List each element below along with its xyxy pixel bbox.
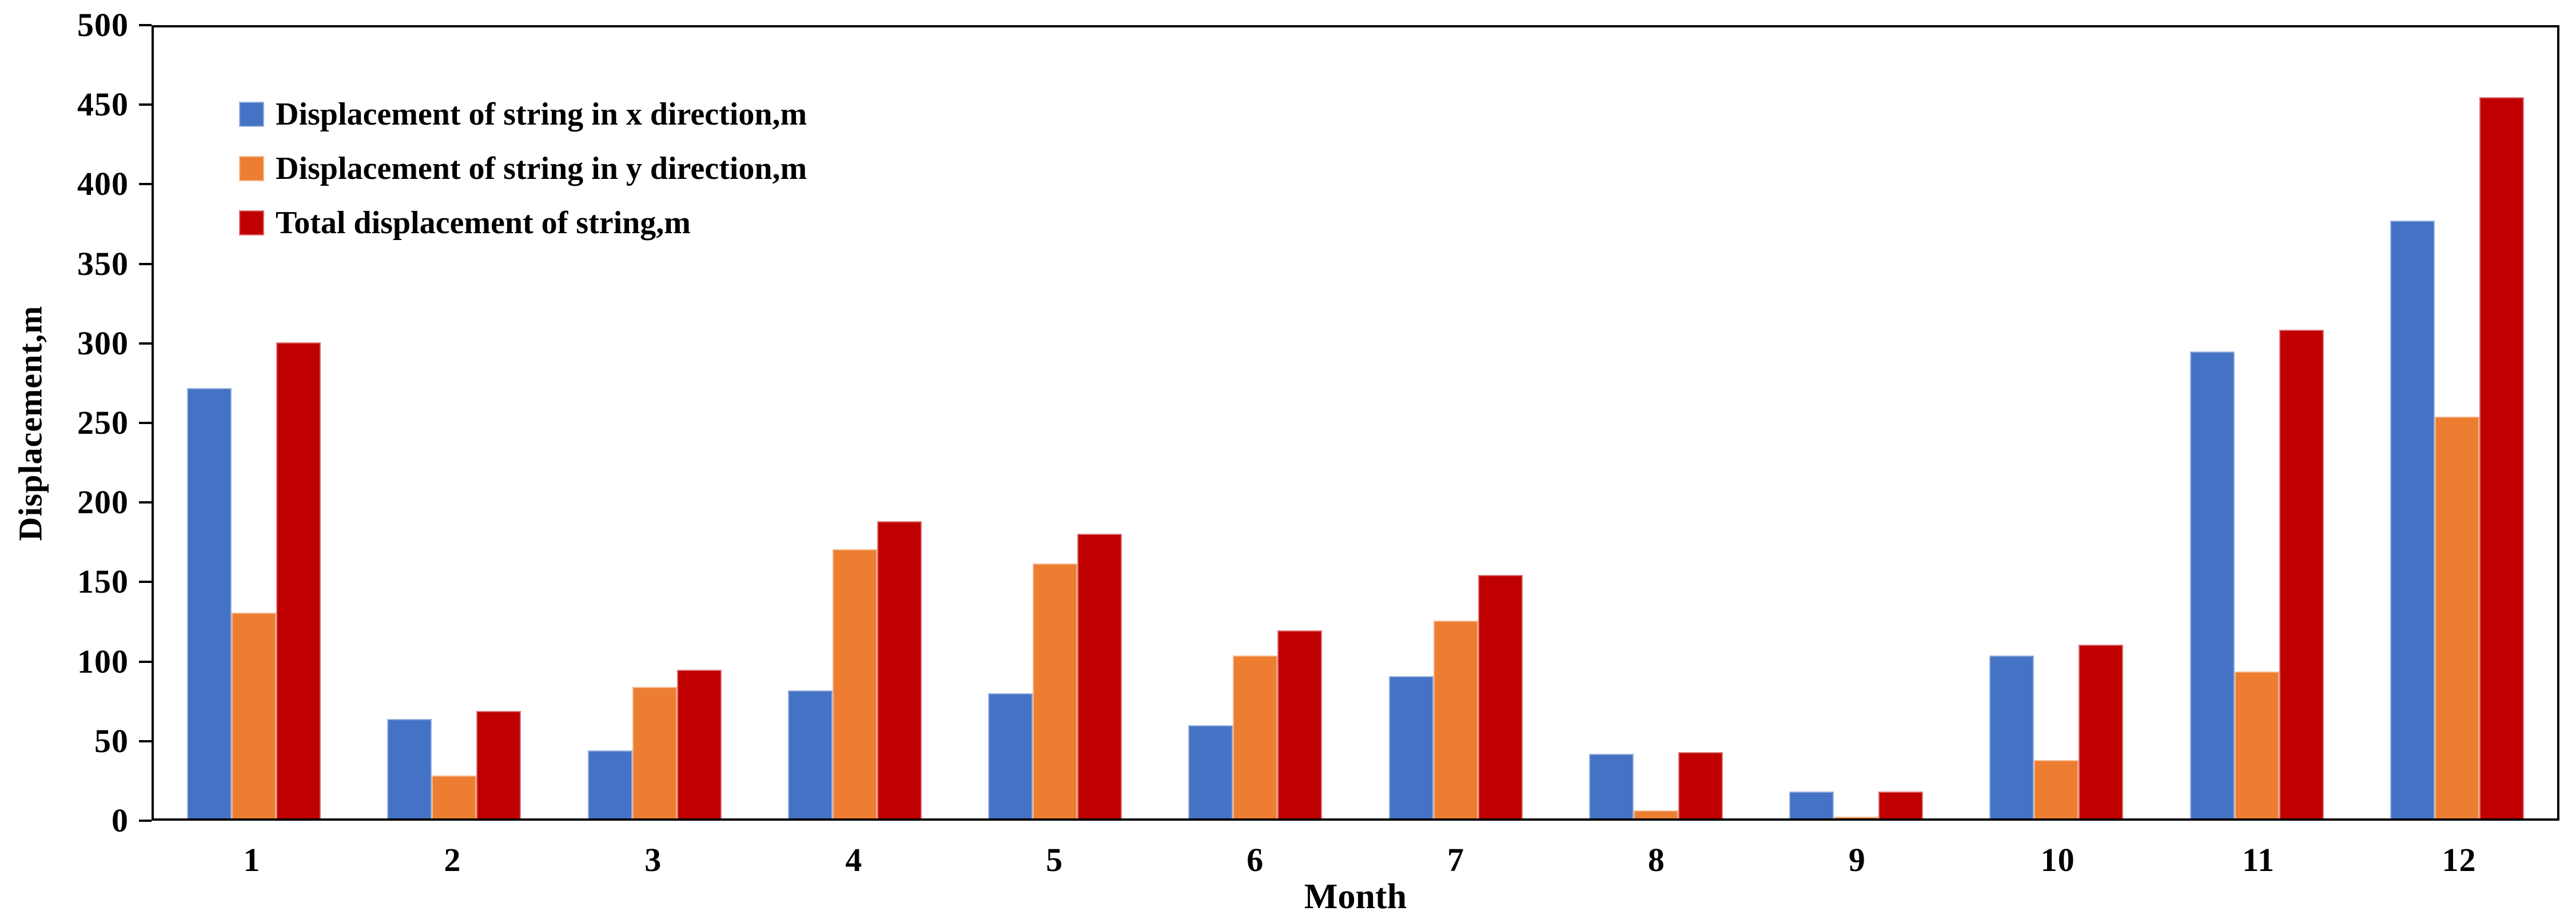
bar-series2-month5	[1033, 564, 1078, 818]
y-tick-label-100: 100	[77, 642, 129, 680]
month-group-7	[1356, 27, 1556, 818]
bar-series1-month9	[1789, 791, 1834, 818]
y-tick-150	[139, 581, 152, 584]
bar-series1-month1	[187, 388, 232, 818]
bar-series1-month8	[1588, 753, 1634, 818]
y-tick-label-0: 0	[112, 802, 129, 839]
x-label-3: 3	[644, 841, 662, 878]
bar-series1-month6	[1188, 725, 1233, 818]
x-axis-labels: 1 2 3 4 5 6 7 8 9 10 11 12	[152, 841, 2559, 879]
month-group-6	[1155, 27, 1355, 818]
bar-series2-month9	[1834, 817, 1879, 818]
bar-series1-month11	[2189, 351, 2235, 818]
month-group-9	[1756, 27, 1956, 818]
y-tick-100	[139, 660, 152, 663]
y-tick-450	[139, 103, 152, 106]
bar-series1-month4	[787, 690, 833, 818]
x-label-2: 2	[444, 841, 461, 878]
bar-series1-month3	[587, 750, 632, 818]
y-tick-label-500: 500	[77, 6, 129, 43]
bar-series2-month8	[1633, 810, 1678, 818]
x-label-11: 11	[2242, 841, 2275, 878]
bar-series1-month7	[1388, 676, 1434, 818]
legend-item-2: Displacement of string in y direction,m	[239, 151, 807, 186]
legend-swatch-icon	[239, 156, 264, 181]
x-axis-title: Month	[1304, 877, 1407, 916]
bar-series3-month8	[1678, 752, 1723, 818]
x-label-5: 5	[1046, 841, 1064, 878]
y-tick-250	[139, 422, 152, 424]
bar-series2-month11	[2234, 671, 2279, 818]
y-tick-label-450: 450	[77, 86, 129, 123]
bar-series2-month4	[832, 549, 877, 818]
y-tick-label-350: 350	[77, 245, 129, 282]
legend-label: Displacement of string in x direction,m	[276, 97, 807, 132]
bar-series1-month10	[1989, 655, 2034, 818]
bar-series3-month12	[2479, 97, 2524, 818]
bar-series2-month12	[2434, 416, 2479, 818]
legend: Displacement of string in x direction,m D…	[239, 97, 807, 265]
bar-series3-month3	[676, 669, 722, 818]
y-tick-500	[139, 24, 152, 26]
bar-series2-month1	[232, 613, 277, 818]
month-group-10	[1956, 27, 2156, 818]
bar-series3-month4	[877, 521, 922, 818]
y-tick-350	[139, 262, 152, 265]
y-tick-50	[139, 740, 152, 742]
bar-series2-month7	[1433, 621, 1478, 818]
month-group-12	[2357, 27, 2557, 818]
month-group-11	[2157, 27, 2357, 818]
bar-series3-month11	[2279, 329, 2324, 818]
month-group-4	[755, 27, 955, 818]
y-tick-label-50: 50	[94, 722, 129, 760]
x-label-8: 8	[1647, 841, 1665, 878]
legend-item-3: Total displacement of string,m	[239, 205, 807, 241]
bar-series1-month12	[2390, 220, 2435, 818]
legend-label: Total displacement of string,m	[276, 205, 691, 241]
month-group-1	[154, 27, 354, 818]
bar-series3-month6	[1277, 630, 1323, 818]
y-tick-400	[139, 183, 152, 186]
y-tick-label-250: 250	[77, 404, 129, 441]
x-label-9: 9	[1848, 841, 1866, 878]
legend-swatch-icon	[239, 210, 264, 235]
bar-series1-month5	[988, 693, 1033, 818]
plot-area	[152, 25, 2559, 821]
bar-series3-month10	[2079, 644, 2124, 818]
bar-series3-month5	[1077, 533, 1122, 818]
bar-groups	[154, 27, 2557, 818]
month-group-5	[955, 27, 1155, 818]
bar-series3-month1	[276, 342, 321, 818]
x-label-7: 7	[1447, 841, 1464, 878]
y-tick-label-200: 200	[77, 484, 129, 521]
y-tick-0	[139, 820, 152, 822]
legend-label: Displacement of string in y direction,m	[276, 151, 807, 186]
bar-series3-month7	[1478, 574, 1523, 818]
y-tick-300	[139, 342, 152, 345]
month-group-3	[555, 27, 755, 818]
y-axis: 0 50 100 150 200 250 300 350 400 450 500	[0, 9, 152, 837]
month-group-2	[354, 27, 554, 818]
y-tick-label-400: 400	[77, 165, 129, 203]
bar-series1-month2	[387, 718, 432, 818]
x-label-4: 4	[845, 841, 863, 878]
bar-series2-month6	[1233, 655, 1278, 818]
x-label-6: 6	[1247, 841, 1264, 878]
x-label-12: 12	[2442, 841, 2477, 878]
y-tick-label-150: 150	[77, 563, 129, 601]
legend-item-1: Displacement of string in x direction,m	[239, 97, 807, 132]
month-group-8	[1556, 27, 1756, 818]
bar-series2-month3	[632, 687, 677, 818]
y-tick-200	[139, 501, 152, 504]
x-label-10: 10	[2040, 841, 2075, 878]
bar-series2-month10	[2034, 760, 2079, 818]
x-label-1: 1	[243, 841, 261, 878]
bar-series3-month9	[1878, 791, 1923, 818]
bar-series2-month2	[432, 776, 477, 818]
legend-swatch-icon	[239, 102, 264, 127]
y-tick-label-300: 300	[77, 324, 129, 362]
bar-series3-month2	[476, 710, 521, 818]
